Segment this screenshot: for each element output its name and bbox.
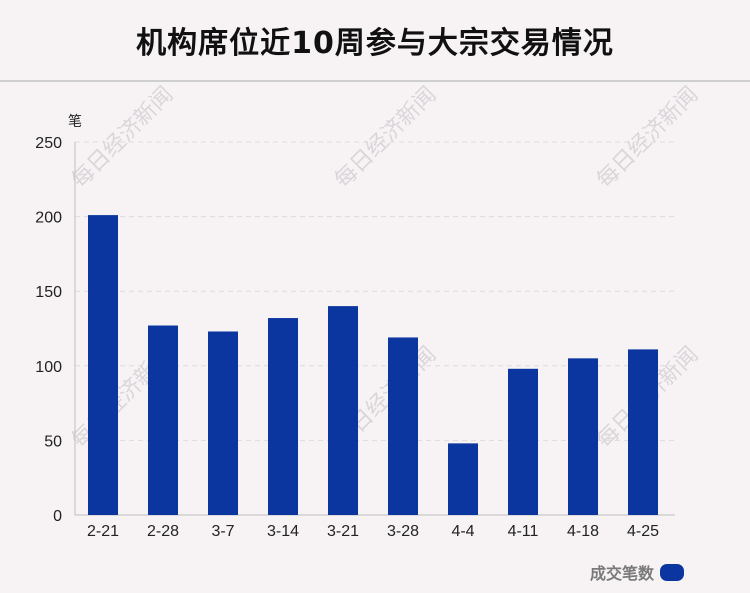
bar xyxy=(388,337,418,515)
x-tick-label: 3-14 xyxy=(267,523,299,540)
title-bar: 机构席位近10周参与大宗交易情况 xyxy=(0,0,750,82)
y-tick-label: 100 xyxy=(35,359,62,376)
bar xyxy=(268,318,298,515)
bar xyxy=(568,358,598,515)
y-tick-label: 200 xyxy=(35,210,62,227)
legend-swatch xyxy=(660,563,684,581)
x-tick-label: 4-4 xyxy=(451,523,474,540)
bar xyxy=(328,306,358,515)
x-tick-label: 2-21 xyxy=(87,523,119,540)
bar xyxy=(208,331,238,515)
y-tick-label: 0 xyxy=(53,508,62,525)
x-tick-label: 2-28 xyxy=(147,523,179,540)
x-tick-label: 4-25 xyxy=(627,523,659,540)
y-tick-label: 50 xyxy=(44,433,62,450)
x-tick-label: 4-18 xyxy=(567,523,599,540)
legend-label: 成交笔数 xyxy=(589,564,654,583)
x-tick-label: 3-7 xyxy=(211,523,234,540)
bar xyxy=(148,325,178,515)
x-tick-label: 3-21 xyxy=(327,523,359,540)
x-tick-label: 4-11 xyxy=(508,523,539,540)
bar xyxy=(508,368,538,515)
bar xyxy=(448,443,478,515)
y-axis-unit-label: 笔 xyxy=(68,114,82,130)
bar xyxy=(88,215,118,515)
legend: 成交笔数 xyxy=(590,560,684,584)
x-tick-label: 3-28 xyxy=(387,523,419,540)
chart-title: 机构席位近10周参与大宗交易情况 xyxy=(136,26,614,61)
y-tick-label: 150 xyxy=(35,284,62,301)
y-tick-label: 250 xyxy=(35,135,62,152)
bar xyxy=(628,349,658,515)
